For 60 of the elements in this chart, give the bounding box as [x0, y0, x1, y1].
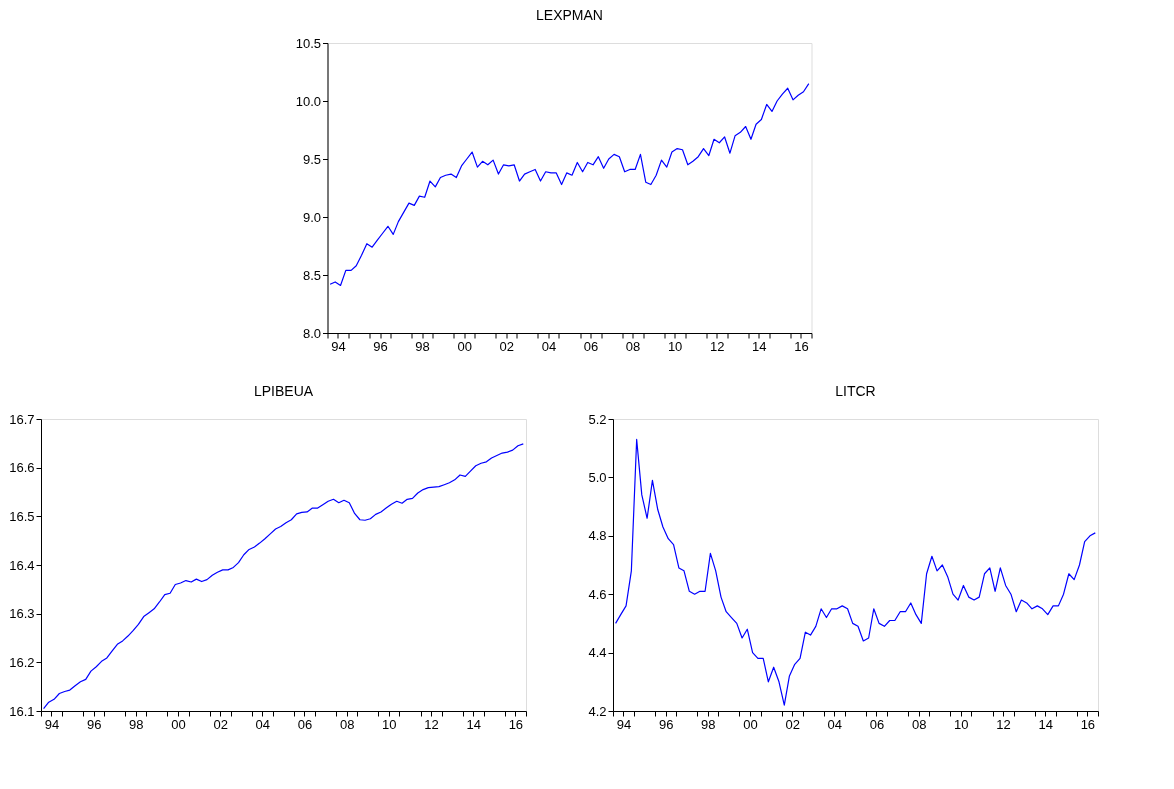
x-tick-label: 94	[44, 716, 60, 732]
x-tick-label: 08	[625, 338, 641, 354]
y-tick-label: 9.0	[302, 209, 321, 225]
y-tick-label: 16.6	[9, 460, 35, 476]
y-tick-label: 5.0	[588, 469, 607, 485]
x-tick-label: 12	[709, 338, 725, 354]
x-tick-label: 00	[743, 716, 758, 732]
x-tick-label: 14	[1038, 716, 1053, 732]
y-tick-label: 5.2	[588, 411, 607, 427]
x-tick-label: 06	[869, 716, 885, 732]
y-tick-label: 4.4	[588, 645, 607, 661]
x-tick-label: 94	[331, 338, 346, 354]
x-tick-label: 96	[658, 716, 674, 732]
x-tick-label: 06	[297, 716, 313, 732]
x-tick-label: 16	[794, 338, 809, 354]
x-tick-label: 98	[701, 716, 716, 732]
x-tick-label: 00	[171, 716, 186, 732]
y-tick-label: 9.5	[302, 151, 321, 167]
x-tick-label: 98	[415, 338, 430, 354]
x-tick-label: 10	[382, 716, 397, 732]
x-tick-label: 08	[339, 716, 355, 732]
line-series	[615, 438, 1096, 706]
chart-title: LITCR	[835, 383, 876, 399]
y-tick-label: 16.5	[9, 508, 35, 524]
x-tick-label: 00	[457, 338, 472, 354]
x-tick-label: 12	[424, 716, 439, 732]
y-tick-label: 4.8	[588, 528, 607, 544]
line-series	[329, 83, 810, 287]
x-tick-label: 06	[583, 338, 599, 354]
x-tick-label: 04	[541, 338, 557, 354]
x-tick-label: 94	[616, 716, 632, 732]
y-tick-label: 16.1	[9, 703, 35, 719]
x-tick-label: 16	[1080, 716, 1096, 732]
y-tick-label: 4.2	[588, 703, 607, 719]
y-tick-label: 8.5	[302, 267, 321, 283]
x-tick-label: 04	[255, 716, 271, 732]
y-tick-label: 10.0	[295, 93, 321, 109]
x-tick-label: 12	[996, 716, 1011, 732]
y-tick-label: 8.0	[302, 325, 321, 341]
chart-title: LPIBEUA	[253, 383, 314, 399]
x-tick-label: 04	[827, 716, 843, 732]
x-tick-label: 96	[86, 716, 102, 732]
y-tick-label: 16.7	[9, 411, 35, 427]
y-tick-label: 16.2	[9, 654, 35, 670]
x-tick-label: 16	[508, 716, 524, 732]
chart-title: LEXPMAN	[536, 7, 603, 23]
x-tick-label: 08	[911, 716, 927, 732]
y-tick-label: 4.6	[588, 586, 607, 602]
x-tick-label: 10	[954, 716, 969, 732]
x-tick-label: 10	[667, 338, 683, 354]
x-tick-label: 14	[466, 716, 481, 732]
y-tick-label: 16.4	[9, 557, 35, 573]
y-tick-label: 10.5	[295, 35, 321, 51]
x-tick-label: 02	[213, 716, 228, 732]
x-tick-label: 96	[373, 338, 388, 354]
y-tick-label: 16.3	[9, 606, 35, 622]
x-tick-label: 98	[129, 716, 144, 732]
x-tick-label: 14	[752, 338, 767, 354]
x-tick-label: 02	[499, 338, 515, 354]
x-tick-label: 02	[785, 716, 800, 732]
